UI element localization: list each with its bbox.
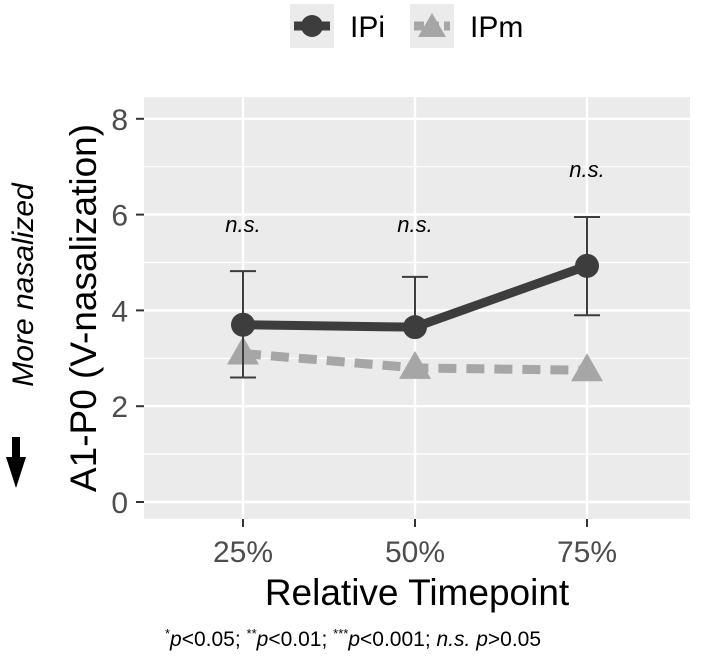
grid: [144, 97, 690, 519]
y-axis: 0 2 4 6 8: [111, 104, 144, 520]
legend-label-ipi: IPi: [350, 11, 385, 44]
data-point-ipi: [231, 312, 255, 337]
x-tick-label: 75%: [557, 536, 617, 569]
legend-label-ipm: IPm: [470, 11, 523, 44]
chart: 0 2 4 6 8 25% 50% 75% n.s. n.s. n.s. Relative Ti…: [6, 4, 690, 613]
y-axis-title: A1-P0 (V-nasalization): [63, 124, 104, 492]
y-tick-label: 0: [111, 487, 128, 520]
annotations: n.s. n.s. n.s.: [225, 157, 604, 237]
x-tick-label: 50%: [385, 536, 445, 569]
y-tick-label: 6: [111, 200, 128, 233]
legend-key-ipi: [290, 4, 334, 48]
significance-footnote: *p<0.05; **p<0.01; ***p<0.001; n.s. p>0.…: [164, 626, 542, 651]
legend: IPi IPm: [290, 4, 523, 48]
y-tick-label: 4: [111, 295, 128, 328]
data-point-ipi: [403, 315, 427, 340]
data-point-ipm: [399, 350, 431, 379]
series-layer: [227, 215, 603, 382]
data-point-ipi: [575, 253, 599, 278]
legend-key-ipm: [410, 4, 454, 48]
down-arrow-icon: [6, 437, 26, 488]
significance-label: n.s.: [225, 212, 260, 237]
x-axis-title: Relative Timepoint: [265, 572, 570, 613]
significance-label: n.s.: [569, 157, 604, 182]
significance-label: n.s.: [397, 212, 432, 237]
more-nasalized-note: More nasalized: [7, 182, 40, 387]
data-point-ipm: [571, 353, 603, 382]
y-tick-label: 2: [111, 391, 128, 424]
plot-panel: [144, 97, 690, 519]
x-tick-label: 25%: [213, 536, 273, 569]
x-axis: 25% 50% 75%: [213, 519, 617, 569]
y-tick-label: 8: [111, 104, 128, 137]
